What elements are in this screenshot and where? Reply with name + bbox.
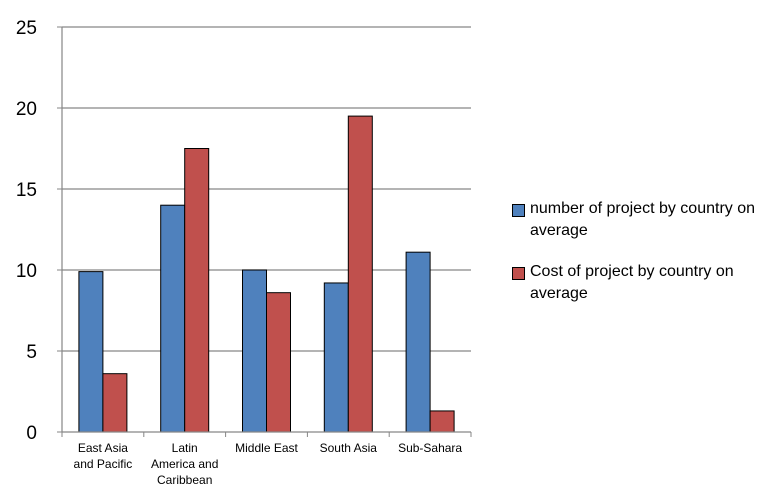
axes — [57, 26, 472, 437]
bar-cost-of-projects — [266, 292, 291, 433]
bar-cost-of-projects — [102, 373, 128, 433]
x-tick-label: Middle East — [235, 441, 298, 455]
y-tick-label: 5 — [26, 342, 37, 363]
gridlines — [62, 26, 471, 352]
legend-label: number of project by country on average — [530, 200, 756, 239]
legend-label: Cost of project by country on average — [530, 263, 734, 302]
bar-number-of-projects — [323, 282, 349, 433]
x-tick-label: Caribbean — [157, 473, 212, 487]
legend-swatch-blue — [512, 204, 525, 217]
y-axis-ticks: 0 5 10 15 20 25 — [16, 18, 37, 444]
bar-number-of-projects — [160, 204, 186, 433]
bar-cost-of-projects — [184, 148, 210, 433]
legend-swatch-red — [512, 267, 525, 280]
bar-cost-of-projects — [429, 410, 455, 433]
bar-cost-of-projects — [347, 115, 373, 433]
x-tick-label: and Pacific — [74, 457, 133, 471]
legend: number of project by country on average … — [512, 198, 757, 324]
legend-item-number-of-projects: number of project by country on average — [512, 198, 757, 242]
x-tick-label: Latin — [172, 441, 198, 455]
x-tick-label: East Asia — [78, 441, 128, 455]
x-axis-ticks: East Asia and Pacific Latin America and Cari… — [74, 441, 463, 487]
y-tick-label: 0 — [26, 423, 37, 444]
x-tick-label: South Asia — [320, 441, 378, 455]
y-tick-label: 15 — [16, 180, 37, 201]
legend-item-cost-of-projects: Cost of project by country on average — [512, 261, 757, 305]
bar-number-of-projects — [405, 251, 431, 433]
x-tick-label: America and — [151, 457, 218, 471]
y-tick-label: 25 — [16, 18, 37, 39]
x-tick-label: Sub-Sahara — [398, 441, 462, 455]
y-tick-label: 20 — [16, 99, 37, 120]
bars — [78, 115, 455, 433]
bar-number-of-projects — [78, 271, 104, 433]
bar-number-of-projects — [242, 269, 267, 433]
y-tick-label: 10 — [16, 261, 37, 282]
